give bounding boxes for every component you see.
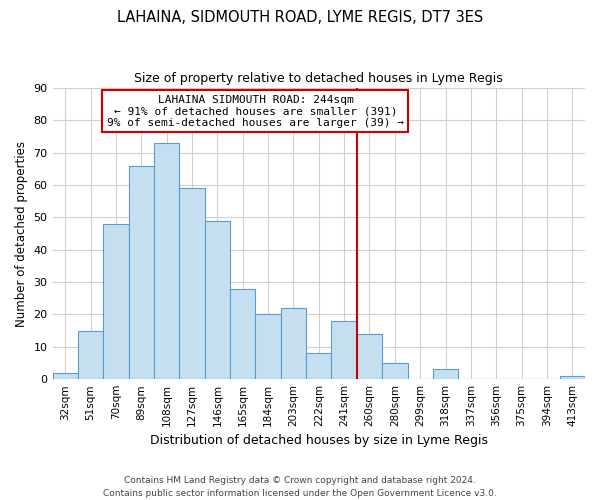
Bar: [382, 363, 407, 379]
Text: Contains HM Land Registry data © Crown copyright and database right 2024.
Contai: Contains HM Land Registry data © Crown c…: [103, 476, 497, 498]
Title: Size of property relative to detached houses in Lyme Regis: Size of property relative to detached ho…: [134, 72, 503, 86]
Bar: [357, 334, 382, 379]
Bar: [306, 354, 331, 379]
Bar: [433, 370, 458, 379]
Y-axis label: Number of detached properties: Number of detached properties: [15, 140, 28, 326]
Bar: [78, 330, 103, 379]
Bar: [205, 220, 230, 379]
Bar: [128, 166, 154, 379]
Bar: [560, 376, 585, 379]
Bar: [103, 224, 128, 379]
Bar: [256, 314, 281, 379]
Bar: [331, 321, 357, 379]
Text: LAHAINA SIDMOUTH ROAD: 244sqm
← 91% of detached houses are smaller (391)
9% of s: LAHAINA SIDMOUTH ROAD: 244sqm ← 91% of d…: [107, 94, 404, 128]
Bar: [179, 188, 205, 379]
Bar: [281, 308, 306, 379]
Bar: [154, 143, 179, 379]
X-axis label: Distribution of detached houses by size in Lyme Regis: Distribution of detached houses by size …: [150, 434, 488, 448]
Bar: [53, 372, 78, 379]
Bar: [230, 288, 256, 379]
Text: LAHAINA, SIDMOUTH ROAD, LYME REGIS, DT7 3ES: LAHAINA, SIDMOUTH ROAD, LYME REGIS, DT7 …: [117, 10, 483, 25]
